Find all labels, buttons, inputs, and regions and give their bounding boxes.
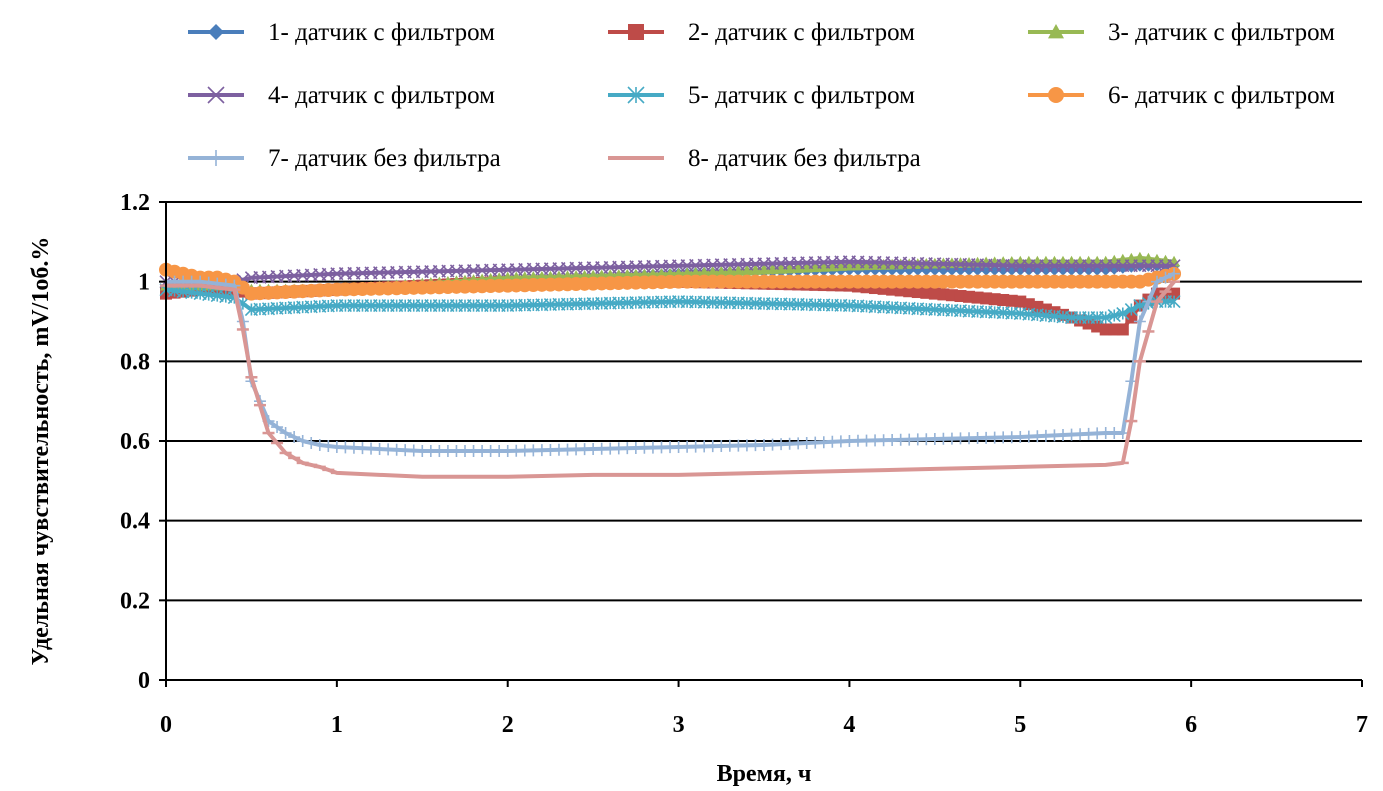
legend-item: 7- датчик без фильтра (188, 145, 501, 172)
legend-marker (208, 150, 224, 166)
legend-item: 2- датчик с фильтром (608, 19, 915, 46)
legend-item: 1- датчик с фильтром (188, 19, 495, 46)
x-tick-label: 5 (1014, 712, 1026, 738)
data-point (1133, 315, 1146, 328)
legend-label: 6- датчик с фильтром (1108, 82, 1335, 109)
data-point (817, 260, 830, 272)
legend-item: 4- датчик с фильтром (188, 82, 495, 109)
legend-item: 8- датчик без фильтра (608, 145, 921, 172)
legend-item: 6- датчик с фильтром (1028, 82, 1335, 109)
data-point (740, 264, 753, 276)
y-tick-label: 0.2 (120, 588, 150, 614)
axes (159, 201, 1363, 687)
y-tick-label: 0.6 (120, 429, 150, 455)
data-point (1116, 323, 1129, 336)
legend-marker (628, 24, 644, 40)
data-point (313, 438, 326, 451)
y-tick-label: 1.2 (120, 190, 150, 216)
legend-marker (1048, 87, 1064, 103)
legend-label: 7- датчик без фильтра (268, 145, 501, 172)
legend: 1- датчик с фильтром 2- датчик с фильтром… (188, 19, 1335, 172)
data-point (1125, 311, 1138, 324)
y-tick-label: 0 (138, 668, 150, 694)
legend-label: 2- датчик с фильтром (688, 19, 915, 46)
data-point (322, 439, 335, 452)
x-tick-label: 7 (1356, 712, 1368, 738)
data-point (1150, 275, 1163, 288)
data-point (800, 261, 813, 273)
x-tick-label: 6 (1185, 712, 1197, 738)
legend-marker (1048, 24, 1064, 39)
data-point (1099, 310, 1113, 325)
data-point (1124, 302, 1138, 317)
y-tick-label: 1 (138, 270, 150, 296)
data-point (723, 265, 736, 277)
data-point (715, 265, 728, 277)
data-point (1116, 427, 1129, 440)
data-point (271, 421, 284, 434)
series-6 (159, 262, 1182, 301)
x-tick-label: 3 (673, 712, 685, 738)
series-5 (159, 283, 1181, 325)
x-tick-label: 2 (502, 712, 514, 738)
data-point (783, 262, 796, 274)
series-8 (160, 280, 1181, 479)
x-tick-label: 1 (331, 712, 343, 738)
data-point (775, 262, 788, 274)
data-point (1014, 295, 1027, 308)
x-tick-label: 4 (843, 712, 855, 738)
data-point (1159, 271, 1172, 284)
data-point (749, 264, 762, 275)
data-point (809, 261, 822, 273)
legend-item: 5- датчик с фильтром (608, 82, 915, 109)
data-point (706, 266, 719, 277)
x-axis-title: Время, ч (717, 761, 812, 787)
legend-label: 4- датчик с фильтром (268, 82, 495, 109)
legend-label: 5- датчик с фильтром (688, 82, 915, 109)
y-tick-label: 0.8 (120, 349, 150, 375)
data-point (1167, 295, 1181, 309)
data-point (732, 264, 745, 276)
data-point (1116, 306, 1130, 321)
x-tick-label: 0 (160, 712, 172, 738)
series-layer (159, 251, 1182, 479)
legend-marker (207, 86, 225, 104)
legend-marker (208, 24, 224, 40)
data-point (288, 431, 301, 444)
y-axis-title: Удельная чувствительность, mV/1об.% (28, 237, 54, 666)
data-point (305, 436, 318, 449)
legend-label: 1- датчик с фильтром (268, 19, 495, 46)
legend-item: 3- датчик с фильтром (1028, 19, 1335, 46)
data-point (279, 427, 292, 440)
tick-labels: 0 0.2 0.4 0.6 0.8 1 1.2 0 1 2 3 4 5 6 7 (120, 190, 1368, 738)
data-point (766, 263, 779, 275)
y-tick-label: 0.4 (120, 509, 150, 535)
data-point (758, 263, 770, 275)
data-point (792, 262, 805, 273)
data-point (1107, 308, 1121, 323)
data-point (296, 435, 309, 447)
legend-label: 8- датчик без фильтра (688, 145, 921, 172)
data-point (1168, 267, 1181, 280)
legend-label: 3- датчик с фильтром (1108, 19, 1335, 46)
legend-marker (627, 86, 645, 104)
data-point (689, 266, 702, 278)
data-point (698, 266, 711, 278)
